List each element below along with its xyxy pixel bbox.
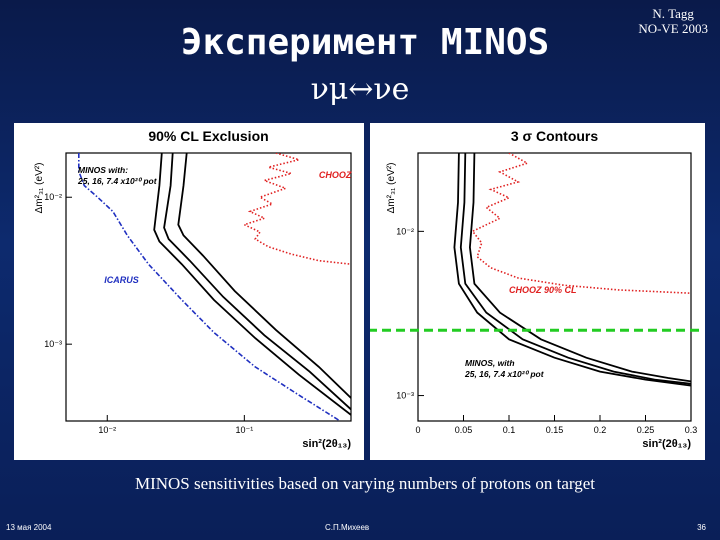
series-line-chooz-3 bbox=[242, 153, 351, 265]
series-label: CHOOZ bbox=[319, 170, 352, 180]
legend-text: MINOS, with bbox=[465, 358, 515, 368]
series-line-chooz-3 bbox=[471, 153, 691, 294]
contours-plot: 3 σ Contours 0 0.05 0.1 0.15 0.2 0.25 0.3 10⁻² 10… bbox=[368, 128, 701, 450]
series-line-minos-0 bbox=[453, 153, 691, 387]
x-tick-label: 0.25 bbox=[637, 425, 655, 435]
conference-name: NO-VE 2003 bbox=[638, 21, 708, 36]
x-tick-label: 10⁻² bbox=[98, 425, 116, 435]
footer-date: 13 мая 2004 bbox=[6, 523, 52, 532]
series-group bbox=[453, 153, 691, 387]
x-axis-label: sin²(2θ₁₃) bbox=[642, 438, 691, 450]
chart-title: 90% CL Exclusion bbox=[148, 128, 268, 144]
series-line-minos-1 bbox=[163, 153, 351, 411]
series-line-minos-1 bbox=[459, 153, 691, 385]
x-axis-label: sin²(2θ₁₃) bbox=[302, 438, 351, 450]
slide-caption: MINOS sensitivities based on varying num… bbox=[134, 474, 596, 493]
x-tick-label: 0.15 bbox=[546, 425, 564, 435]
y-tick-label: 10⁻³ bbox=[396, 391, 414, 401]
page-number: 36 bbox=[697, 523, 706, 532]
x-tick-label: 10⁻¹ bbox=[235, 425, 253, 435]
y-axis-label: Δm²₃₁ (eV²) bbox=[386, 163, 397, 214]
series-line-minos-2 bbox=[177, 153, 351, 399]
plot-frame bbox=[65, 152, 352, 422]
series-label: CHOOZ 90% CL bbox=[509, 285, 577, 295]
exclusion-plot: 90% CL Exclusion 10⁻² 10⁻¹ 10⁻² 10⁻³ sin²(2θ₁… bbox=[34, 128, 352, 450]
chart-title: 3 σ Contours bbox=[511, 128, 599, 144]
slide-subtitle: νμ↔νe bbox=[310, 72, 410, 107]
contours-plot-panel: 3 σ Contours 0 0.05 0.1 0.15 0.2 0.25 0.3 10⁻² 10… bbox=[368, 123, 705, 460]
x-tick-label: 0.05 bbox=[455, 425, 473, 435]
footer-author: С.П.Михеев bbox=[325, 523, 370, 532]
y-tick-label: 10⁻² bbox=[44, 192, 62, 202]
y-tick-label: 10⁻² bbox=[396, 226, 414, 236]
series-label: ICARUS bbox=[104, 275, 139, 285]
series-line-minos-0 bbox=[153, 153, 351, 416]
y-axis-label: Δm²₃₁ (eV²) bbox=[34, 163, 45, 214]
legend-text: 25, 16, 7.4 x10²⁰ pot bbox=[77, 176, 158, 186]
x-tick-label: 0.2 bbox=[594, 425, 607, 435]
series-group bbox=[78, 153, 351, 421]
series-line-minos-2 bbox=[468, 153, 691, 383]
author-name: N. Tagg bbox=[652, 6, 694, 21]
x-tick-label: 0.3 bbox=[685, 425, 698, 435]
exclusion-plot-panel: 90% CL Exclusion 10⁻² 10⁻¹ 10⁻² 10⁻³ sin²(2θ₁… bbox=[14, 123, 364, 460]
y-tick-label: 10⁻³ bbox=[44, 339, 62, 349]
x-tick-label: 0 bbox=[415, 425, 420, 435]
x-tick-label: 0.1 bbox=[503, 425, 516, 435]
legend-text: MINOS with: bbox=[78, 165, 128, 175]
series-line-icarus-4 bbox=[78, 153, 341, 421]
legend-text: 25, 16, 7.4 x10²⁰ pot bbox=[464, 369, 545, 379]
slide-title: Эксперимент MINOS bbox=[180, 22, 550, 63]
author-block: N. Tagg NO-VE 2003 bbox=[638, 6, 708, 36]
